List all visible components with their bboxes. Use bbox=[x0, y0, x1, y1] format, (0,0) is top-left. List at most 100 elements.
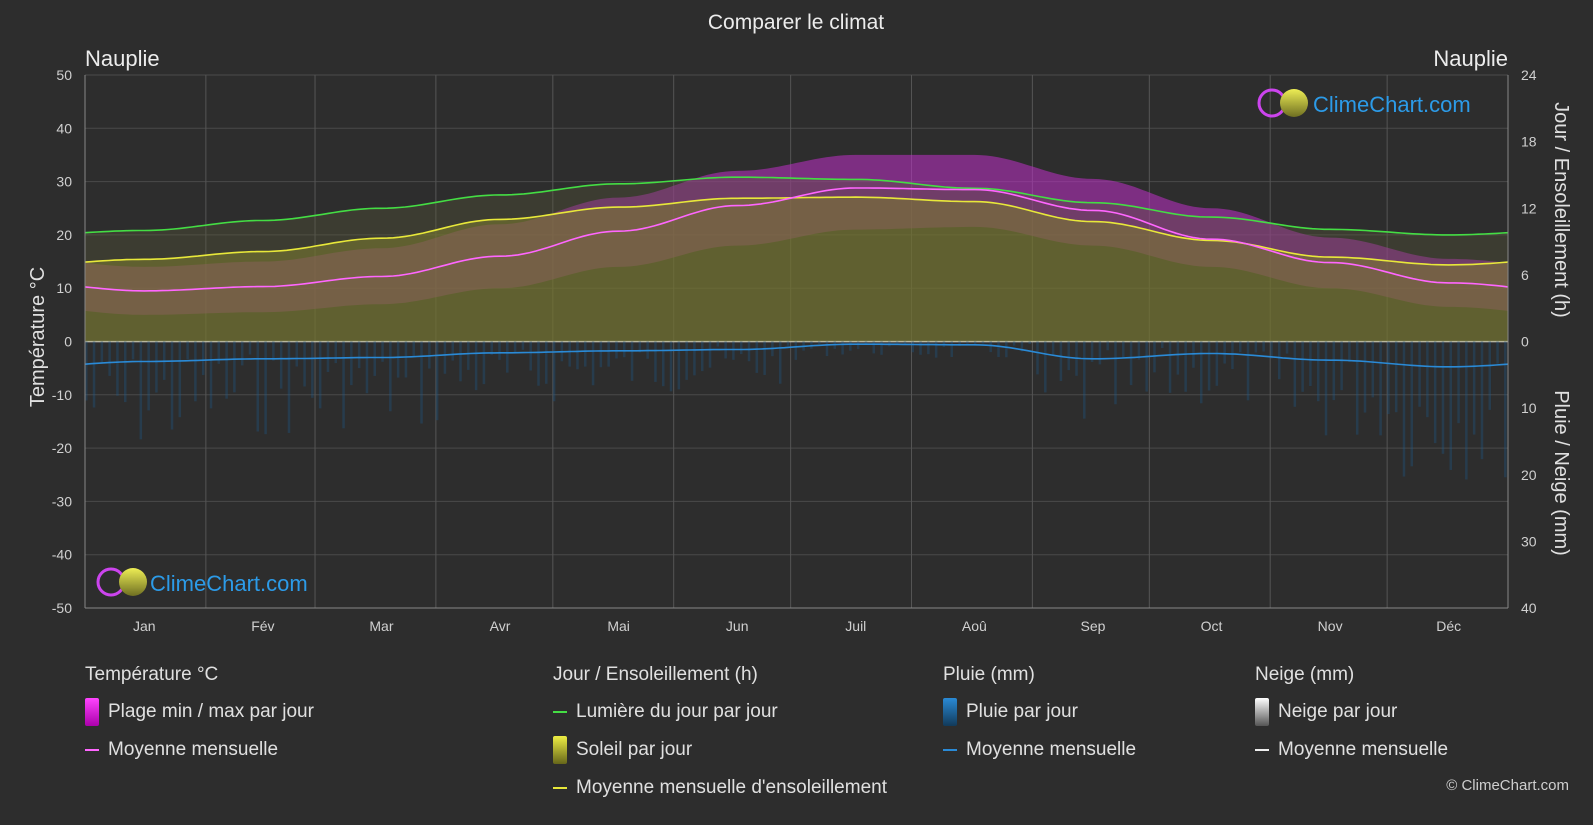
x-tick-label: Oct bbox=[1201, 618, 1223, 634]
rain-bar bbox=[381, 341, 384, 362]
rain-bar bbox=[732, 341, 735, 360]
rain-bar bbox=[1355, 341, 1359, 435]
rain-bar bbox=[131, 341, 135, 360]
rain-bar bbox=[997, 341, 1000, 358]
rain-bar bbox=[1238, 341, 1242, 353]
rain-bar bbox=[147, 341, 150, 411]
rain-bar bbox=[1122, 341, 1125, 358]
y-left-tick-label: 40 bbox=[56, 120, 72, 136]
rain-bar bbox=[856, 341, 860, 350]
rain-bar bbox=[1231, 341, 1234, 370]
rain-bar bbox=[373, 341, 376, 376]
rain-bar bbox=[849, 341, 852, 351]
rain-bar bbox=[1426, 341, 1429, 418]
rain-bar bbox=[552, 341, 556, 402]
rain-bar bbox=[350, 341, 353, 386]
rain-bar bbox=[1044, 341, 1047, 393]
x-tick-label: Déc bbox=[1436, 618, 1461, 634]
rain-bar bbox=[739, 341, 743, 355]
rain-bar bbox=[521, 341, 525, 350]
watermark-text: ClimeChart.com bbox=[150, 571, 308, 596]
legend-label: Neige par jour bbox=[1278, 701, 1398, 722]
rain-bar bbox=[1176, 341, 1180, 375]
sunshine-area bbox=[85, 177, 1508, 342]
daylight-line bbox=[84, 176, 1509, 236]
rain-bar bbox=[981, 341, 985, 344]
legend-item: Soleil par jour bbox=[553, 736, 887, 764]
y-right-bottom-tick-label: 40 bbox=[1521, 600, 1537, 616]
legend-item: Moyenne mensuelle bbox=[1255, 738, 1448, 762]
y-left-label: Température °C bbox=[27, 267, 49, 407]
rain-bar bbox=[911, 341, 915, 353]
rain-bar bbox=[661, 341, 665, 387]
rain-bar bbox=[303, 341, 306, 387]
rain-bar bbox=[428, 341, 431, 369]
rain-bar bbox=[233, 341, 236, 393]
rain-bar bbox=[1433, 341, 1437, 444]
climate-chart: Comparer le climat Nauplie Nauplie 50 40 3… bbox=[27, 11, 1572, 634]
rain-bar bbox=[467, 341, 470, 370]
rain-bar bbox=[279, 341, 283, 389]
rain-bar bbox=[1504, 341, 1507, 478]
legend-label: Lumière du jour par jour bbox=[576, 701, 778, 722]
rain-bar bbox=[357, 341, 361, 369]
rain-bar bbox=[186, 341, 189, 360]
y-right-bottom-tick-label: 20 bbox=[1521, 467, 1537, 483]
series-lines bbox=[84, 176, 1509, 368]
rain-bar bbox=[841, 341, 844, 355]
rain-bar bbox=[638, 341, 642, 353]
legend-temperature: Température °C Plage min / max par jour … bbox=[85, 664, 314, 776]
sunshine-swatch bbox=[553, 736, 567, 764]
rain-bar bbox=[264, 341, 267, 435]
rain-mean-swatch bbox=[943, 749, 957, 751]
rain-bar bbox=[443, 341, 447, 374]
rain-bar bbox=[1309, 341, 1312, 387]
rain-bar bbox=[966, 341, 969, 344]
x-tick-label: Juil bbox=[845, 618, 866, 634]
rain-bar bbox=[155, 341, 158, 393]
rain-bar bbox=[755, 341, 759, 373]
rain-bar bbox=[1340, 341, 1343, 391]
sunshine-area-fill bbox=[85, 197, 1508, 342]
legend-label: Moyenne mensuelle bbox=[1278, 739, 1449, 760]
legend-label: Moyenne mensuelle bbox=[966, 739, 1137, 760]
axes: 50 40 30 20 10 0 -10 -20 -30 -40 -50 24 18 12 6 0 10 20 30… bbox=[52, 67, 1537, 634]
legend-label: Soleil par jour bbox=[576, 739, 693, 760]
rain-bar bbox=[989, 341, 992, 353]
rain-bar bbox=[630, 341, 634, 381]
rain-bar bbox=[623, 341, 626, 358]
x-tick-label: Nov bbox=[1318, 618, 1343, 634]
sunshine-mean-line bbox=[84, 196, 1509, 266]
rain-bar bbox=[1270, 341, 1273, 359]
x-tick-label: Mai bbox=[607, 618, 630, 634]
rain-bar bbox=[545, 341, 548, 384]
rain-bar bbox=[248, 341, 252, 355]
rain-bar bbox=[763, 341, 766, 375]
legend-temperature-title: Température °C bbox=[85, 664, 219, 685]
rain-bar bbox=[576, 341, 579, 370]
rain-bar bbox=[607, 341, 610, 367]
rain-bar bbox=[895, 341, 899, 344]
rain-bar bbox=[1020, 341, 1024, 352]
rain-bar bbox=[950, 341, 953, 357]
rain-bar bbox=[1161, 341, 1164, 349]
rain-bar bbox=[1410, 341, 1414, 467]
rain-bar bbox=[240, 341, 244, 366]
rain-bar bbox=[1488, 341, 1492, 410]
rain-bar bbox=[1301, 341, 1304, 392]
legend-item: Plage min / max par jour bbox=[85, 698, 314, 726]
legend-item: Moyenne mensuelle d'ensoleillement bbox=[553, 776, 887, 800]
rain-bar bbox=[139, 341, 143, 440]
legend-rain-title: Pluie (mm) bbox=[943, 664, 1035, 685]
rain-bar bbox=[272, 341, 275, 361]
copyright: © ClimeChart.com bbox=[1446, 777, 1569, 794]
legend-sun: Jour / Ensoleillement (h) Lumière du jou… bbox=[553, 664, 887, 814]
legend-sun-title: Jour / Ensoleillement (h) bbox=[553, 664, 758, 685]
location-right: Nauplie bbox=[1433, 46, 1508, 71]
rain-bar bbox=[209, 341, 213, 409]
rain-bar bbox=[201, 341, 205, 375]
rain-bar bbox=[1067, 341, 1070, 371]
y-right-top-label: Jour / Ensoleillement (h) bbox=[1550, 102, 1572, 318]
rain-bar bbox=[1106, 341, 1109, 351]
rain-bar bbox=[880, 341, 883, 355]
